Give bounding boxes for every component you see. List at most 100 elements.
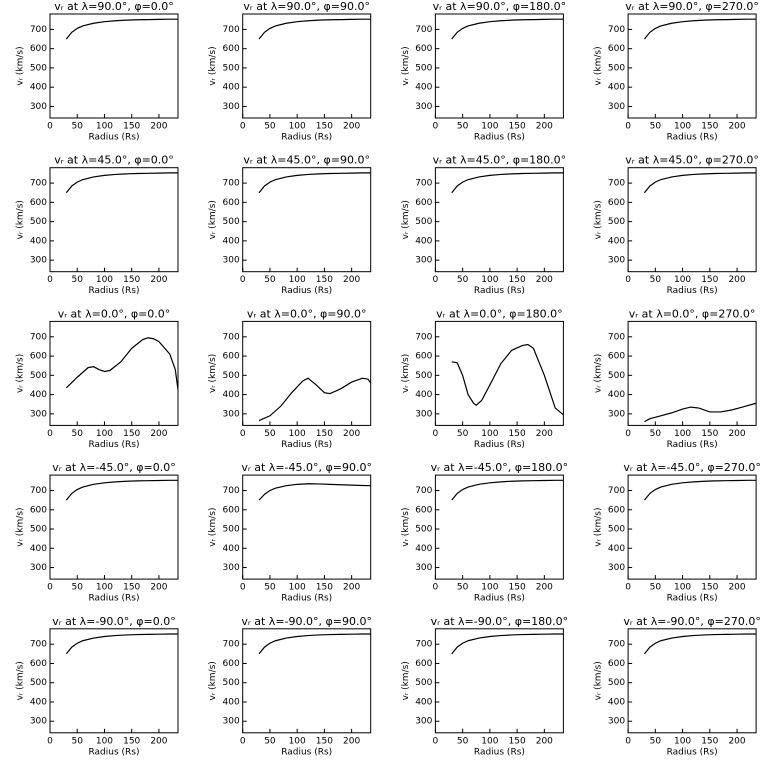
x-axis-label: Radius (Rs) bbox=[667, 286, 718, 296]
x-tick-label: 0 bbox=[240, 275, 246, 285]
x-axis-label: Radius (Rs) bbox=[667, 133, 718, 143]
x-tick-label: 0 bbox=[625, 429, 631, 439]
y-tick-label: 500 bbox=[415, 371, 432, 381]
plot-frame bbox=[627, 13, 757, 119]
y-tick-label: 300 bbox=[30, 256, 47, 266]
data-line bbox=[451, 633, 564, 655]
x-tick-label: 150 bbox=[123, 583, 140, 593]
x-tick-label: 150 bbox=[123, 122, 140, 132]
x-tick-label: 150 bbox=[316, 736, 333, 746]
plot-frame bbox=[434, 320, 564, 426]
x-tick-label: 100 bbox=[289, 736, 306, 746]
x-tick-label: 200 bbox=[728, 736, 745, 746]
y-tick-label: 700 bbox=[415, 25, 432, 35]
x-tick-label: 50 bbox=[457, 275, 469, 285]
y-tick-label: 700 bbox=[608, 640, 625, 650]
y-tick-label: 300 bbox=[608, 409, 625, 419]
x-tick-label: 0 bbox=[47, 275, 53, 285]
x-tick-label: 100 bbox=[289, 122, 306, 132]
y-tick-label: 500 bbox=[608, 217, 625, 227]
x-tick-label: 150 bbox=[701, 429, 718, 439]
x-tick-label: 0 bbox=[240, 736, 246, 746]
x-tick-label: 100 bbox=[289, 275, 306, 285]
plot-frame bbox=[434, 628, 564, 734]
x-axis-label: Radius (Rs) bbox=[667, 594, 718, 604]
x-tick-label: 100 bbox=[674, 122, 691, 132]
plot-frame bbox=[49, 628, 179, 734]
x-tick-label: 0 bbox=[625, 275, 631, 285]
data-line bbox=[643, 633, 757, 655]
data-line bbox=[65, 633, 178, 655]
y-tick-label: 400 bbox=[30, 697, 47, 707]
plot-frame bbox=[242, 628, 372, 734]
x-tick-label: 50 bbox=[650, 122, 662, 132]
plot-frame bbox=[49, 167, 179, 273]
y-tick-label: 300 bbox=[415, 717, 432, 727]
chart-title: vᵣ at λ=0.0°, φ=90.0° bbox=[247, 307, 367, 320]
x-tick-label: 200 bbox=[536, 429, 553, 439]
x-tick-label: 200 bbox=[728, 429, 745, 439]
chart-title: vᵣ at λ=-90.0°, φ=270.0° bbox=[623, 615, 761, 628]
chart-title: vᵣ at λ=-90.0°, φ=180.0° bbox=[431, 615, 569, 628]
x-axis-label: Radius (Rs) bbox=[88, 594, 139, 604]
y-tick-label: 500 bbox=[608, 371, 625, 381]
chart-title: vᵣ at λ=-45.0°, φ=180.0° bbox=[431, 461, 569, 474]
y-tick-label: 400 bbox=[415, 544, 432, 554]
y-tick-label: 300 bbox=[415, 563, 432, 573]
y-tick-label: 600 bbox=[30, 505, 47, 515]
y-tick-label: 500 bbox=[223, 525, 240, 535]
data-line bbox=[643, 172, 757, 194]
chart-title: vᵣ at λ=90.0°, φ=180.0° bbox=[433, 0, 567, 13]
y-tick-label: 400 bbox=[223, 390, 240, 400]
plot-frame bbox=[242, 320, 372, 426]
x-axis-label: Radius (Rs) bbox=[667, 440, 718, 450]
y-tick-label: 300 bbox=[223, 256, 240, 266]
x-tick-label: 100 bbox=[674, 275, 691, 285]
plot-frame bbox=[627, 474, 757, 580]
x-tick-label: 0 bbox=[625, 736, 631, 746]
x-tick-label: 50 bbox=[72, 736, 84, 746]
chart-title: vᵣ at λ=90.0°, φ=0.0° bbox=[54, 0, 174, 13]
y-axis-label: vᵣ (km/s) bbox=[16, 661, 26, 700]
y-tick-label: 600 bbox=[415, 198, 432, 208]
y-tick-label: 400 bbox=[608, 697, 625, 707]
x-tick-label: 100 bbox=[96, 583, 113, 593]
y-axis-label: vᵣ (km/s) bbox=[208, 507, 218, 546]
x-tick-label: 150 bbox=[123, 275, 140, 285]
x-axis-label: Radius (Rs) bbox=[474, 440, 525, 450]
y-tick-label: 600 bbox=[223, 198, 240, 208]
chart-title: vᵣ at λ=-45.0°, φ=90.0° bbox=[241, 461, 372, 474]
x-tick-label: 100 bbox=[481, 736, 498, 746]
y-tick-label: 400 bbox=[415, 390, 432, 400]
y-tick-label: 400 bbox=[30, 83, 47, 93]
chart-title: vᵣ at λ=90.0°, φ=270.0° bbox=[625, 0, 759, 13]
plot-frame bbox=[242, 13, 372, 119]
x-tick-label: 200 bbox=[343, 736, 360, 746]
y-axis-label: vᵣ (km/s) bbox=[208, 661, 218, 700]
plot-frame bbox=[242, 474, 372, 580]
y-axis-label: vᵣ (km/s) bbox=[208, 200, 218, 239]
x-tick-label: 50 bbox=[650, 429, 662, 439]
chart-title: vᵣ at λ=0.0°, φ=270.0° bbox=[629, 307, 756, 320]
x-tick-label: 50 bbox=[72, 122, 84, 132]
y-tick-label: 500 bbox=[30, 525, 47, 535]
data-line bbox=[258, 483, 371, 501]
x-tick-label: 50 bbox=[264, 122, 276, 132]
x-tick-label: 100 bbox=[481, 275, 498, 285]
y-tick-label: 700 bbox=[223, 640, 240, 650]
y-tick-label: 300 bbox=[608, 102, 625, 112]
y-tick-label: 500 bbox=[30, 63, 47, 73]
y-tick-label: 400 bbox=[415, 697, 432, 707]
y-tick-label: 600 bbox=[30, 659, 47, 669]
y-tick-label: 700 bbox=[30, 25, 47, 35]
chart-title: vᵣ at λ=-45.0°, φ=270.0° bbox=[623, 461, 761, 474]
plot-frame bbox=[49, 474, 179, 580]
plot-frame bbox=[49, 320, 179, 426]
x-tick-label: 50 bbox=[264, 275, 276, 285]
plot-frame bbox=[627, 167, 757, 273]
y-tick-label: 300 bbox=[30, 102, 47, 112]
y-tick-label: 400 bbox=[415, 236, 432, 246]
data-line bbox=[643, 18, 757, 40]
x-tick-label: 150 bbox=[701, 583, 718, 593]
x-tick-label: 50 bbox=[72, 275, 84, 285]
